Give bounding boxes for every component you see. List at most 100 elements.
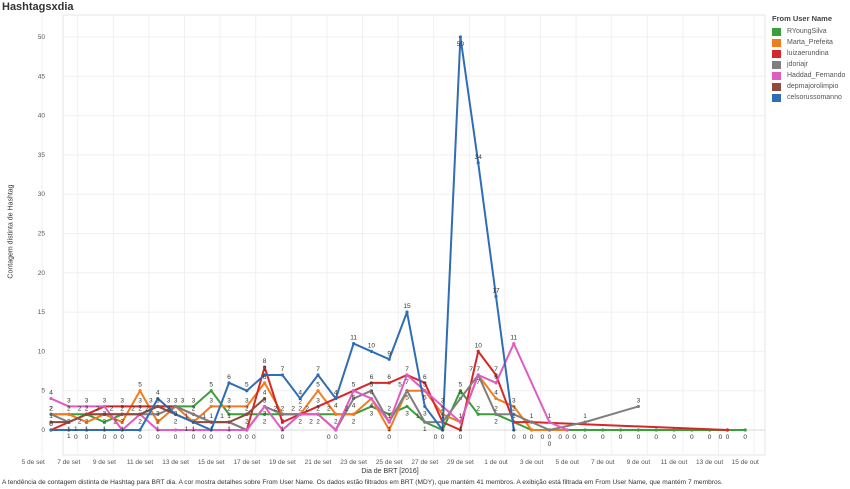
data-label: 2	[387, 405, 391, 412]
x-tick-label: 17 de set	[233, 459, 260, 466]
data-label: 2	[345, 405, 349, 412]
data-point	[191, 412, 195, 416]
data-label: 0	[719, 434, 723, 441]
legend-label: Haddad_Fernando	[787, 72, 846, 79]
x-tick-label: 19 de set	[269, 459, 296, 466]
data-label: 2	[494, 405, 498, 412]
legend-label: celsorussomanno	[787, 94, 842, 101]
data-label: 0	[558, 434, 562, 441]
legend-swatch	[772, 82, 781, 91]
data-label: 0	[583, 434, 587, 441]
legend-swatch	[772, 38, 781, 47]
data-label: 0	[601, 434, 605, 441]
data-label: 4	[459, 390, 463, 397]
data-label: 6	[423, 374, 427, 381]
data-label: 1	[185, 426, 189, 433]
data-point	[263, 373, 267, 377]
data-label: 0	[387, 434, 391, 441]
y-tick-label: 40	[38, 113, 46, 120]
data-label: 2	[352, 418, 356, 425]
data-label: 2	[274, 405, 278, 412]
data-label: 2	[245, 405, 249, 412]
data-label: 5	[370, 382, 374, 389]
legend: From User Name RYoungSilva Marta_Prefeita…	[772, 14, 845, 103]
data-label: 1	[281, 426, 285, 433]
data-point	[547, 428, 552, 432]
data-point	[458, 35, 462, 39]
data-point	[369, 396, 373, 401]
data-point	[494, 412, 498, 416]
data-label: 1	[209, 413, 213, 420]
data-label: 3	[156, 397, 160, 404]
data-label: 50	[457, 41, 465, 48]
data-label: 0	[523, 434, 527, 441]
data-point	[316, 389, 320, 393]
data-label: 2	[174, 418, 178, 425]
data-label: 0	[572, 434, 576, 441]
data-label: 0	[565, 434, 569, 441]
data-label: 2	[49, 405, 53, 412]
data-point	[138, 428, 142, 432]
data-point	[512, 412, 516, 416]
legend-label: RYoungSilva	[787, 28, 827, 35]
y-tick-label: 30	[38, 191, 46, 198]
legend-item[interactable]: celsorussomanno	[772, 92, 845, 103]
legend-item[interactable]: Marta_Prefeita	[772, 37, 845, 48]
data-point	[298, 396, 302, 401]
data-label: 0	[541, 434, 545, 441]
data-label: 0	[327, 434, 331, 441]
data-point	[67, 428, 71, 432]
data-label: 2	[298, 405, 302, 412]
data-label: 1	[120, 426, 124, 433]
legend-item[interactable]: Haddad_Fernando	[772, 70, 845, 81]
data-label: 3	[103, 397, 107, 404]
data-label: 10	[475, 342, 483, 349]
data-point	[209, 404, 213, 409]
data-point	[387, 357, 391, 361]
y-tick-label: 0	[41, 427, 45, 434]
data-label: 7	[263, 366, 267, 373]
data-label: 5	[352, 395, 356, 402]
y-tick-label: 25	[38, 231, 46, 238]
data-label: 0	[156, 434, 160, 441]
data-point	[174, 404, 178, 409]
data-label: 7	[469, 366, 473, 373]
x-tick-label: 15 de out	[732, 459, 759, 466]
data-label: 3	[370, 410, 374, 417]
data-label: 2	[145, 405, 149, 412]
data-point	[174, 412, 178, 416]
data-label: 2	[192, 418, 196, 425]
data-label: 5	[138, 382, 142, 389]
x-tick-label: 11 de out	[661, 459, 688, 466]
data-label: 0	[441, 434, 445, 441]
legend-label: Marta_Prefeita	[787, 39, 833, 46]
data-label: 1	[548, 413, 552, 420]
data-label: 0	[192, 434, 196, 441]
data-label: 2	[281, 405, 285, 412]
x-tick-label: 21 de set	[305, 459, 332, 466]
data-label: 6	[387, 374, 391, 381]
data-point	[191, 420, 195, 424]
data-label: 6	[494, 374, 498, 381]
data-label: 0	[690, 434, 694, 441]
legend-item[interactable]: RYoungSilva	[772, 26, 845, 37]
data-label: 2	[120, 405, 124, 412]
data-point	[227, 381, 231, 385]
data-label: 2	[281, 418, 285, 425]
data-label: 4	[370, 403, 374, 410]
legend-item[interactable]: luizaerundina	[772, 48, 845, 59]
data-label: 2	[113, 418, 117, 425]
legend-item[interactable]: depmajorolimpio	[772, 81, 845, 92]
data-label: 1	[103, 426, 107, 433]
data-point	[280, 412, 284, 416]
data-point	[280, 428, 284, 432]
data-label: 2	[156, 418, 160, 425]
data-point	[458, 420, 462, 424]
data-point	[583, 420, 587, 424]
x-tick-label: 7 de out	[591, 459, 615, 466]
data-point	[120, 412, 124, 416]
legend-item[interactable]: jdoriajr	[772, 59, 845, 70]
data-point	[85, 412, 89, 416]
data-label: 7	[405, 379, 409, 386]
y-tick-label: 35	[38, 152, 46, 159]
